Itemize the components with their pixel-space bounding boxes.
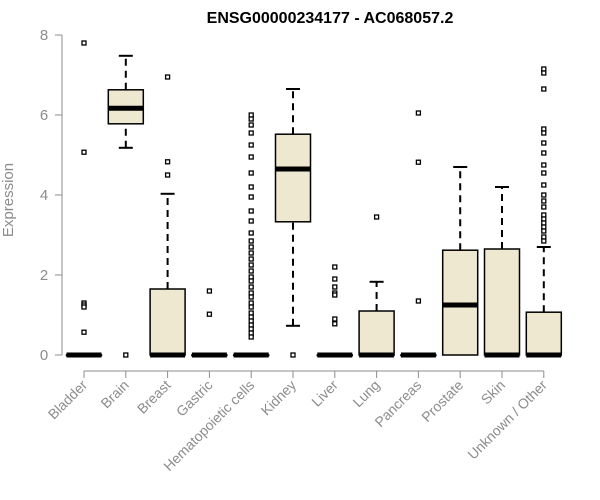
outlier-point [248, 262, 254, 268]
outlier-point [332, 316, 338, 322]
outlier-point [415, 159, 422, 165]
x-tick-label: Liver [308, 377, 341, 410]
outlier-point [248, 250, 254, 256]
outlier-point [541, 170, 547, 176]
outlier-point [373, 214, 380, 220]
outlier-point [206, 311, 213, 317]
outlier-point [541, 182, 547, 188]
outlier-point [248, 278, 254, 284]
outlier-point [415, 110, 422, 116]
x-tick-label: Skin [478, 377, 509, 408]
outlier-point [164, 74, 171, 80]
box-group [274, 88, 312, 358]
outlier-point [332, 284, 338, 290]
y-tick-label: 6 [40, 107, 48, 124]
y-axis: 0 2 4 6 8 [40, 27, 63, 364]
outlier-point [541, 150, 547, 156]
outlier-point [290, 352, 296, 358]
chart-title: ENSG00000234177 - AC068057.2 [207, 10, 454, 27]
y-tick-label: 4 [40, 187, 48, 204]
x-tick-label: Bladder [45, 377, 91, 423]
outlier-point [541, 238, 547, 244]
outlier-point [81, 304, 87, 310]
box-body [149, 288, 186, 356]
outlier-point [332, 292, 338, 298]
outlier-point [248, 256, 254, 262]
x-tick-label: Brain [97, 377, 131, 411]
x-tick-label: Kidney [258, 377, 300, 419]
box-body [483, 248, 521, 356]
outlier-point [248, 218, 254, 224]
outlier-point [123, 352, 129, 358]
outlier-point [248, 116, 254, 122]
outlier-point [81, 40, 87, 46]
box-group [107, 54, 145, 358]
outlier-point [248, 170, 254, 176]
outlier-point [206, 288, 213, 294]
box-group [400, 110, 437, 358]
box-group [232, 112, 270, 358]
box-body [274, 133, 312, 223]
outlier-point [415, 298, 422, 304]
box-group [483, 186, 521, 358]
outlier-point [332, 321, 338, 327]
x-tick-label: Breast [134, 377, 174, 417]
box-body [358, 310, 395, 356]
outlier-point [248, 230, 254, 236]
outlier-point [332, 264, 338, 270]
outlier-point [248, 294, 254, 300]
outlier-point [248, 154, 254, 160]
y-tick-label: 2 [40, 267, 48, 284]
outlier-point [248, 334, 254, 340]
y-axis-label: Expression [0, 163, 17, 237]
outlier-point [248, 122, 254, 128]
outlier-point [248, 194, 254, 200]
outlier-point [248, 268, 254, 274]
outlier-point [248, 208, 254, 214]
y-tick-label: 0 [40, 347, 48, 364]
outlier-point [81, 149, 87, 155]
x-tick-label: Prostate [418, 377, 466, 425]
outlier-point [541, 228, 547, 234]
outlier-point [541, 70, 547, 76]
outlier-point [541, 140, 547, 146]
outlier-point [248, 304, 254, 310]
box-group [525, 66, 563, 358]
outlier-point [541, 130, 547, 136]
outlier-point [248, 142, 254, 148]
boxes-layer [65, 40, 563, 358]
x-tick-label: Lung [349, 377, 382, 410]
outlier-point [164, 159, 171, 165]
outlier-point [541, 86, 547, 92]
box-group [316, 264, 354, 358]
outlier-point [248, 184, 254, 190]
box-group [358, 214, 395, 358]
box-body [525, 311, 563, 356]
outlier-point [248, 244, 254, 250]
outlier-point [541, 192, 547, 198]
outlier-point [164, 172, 171, 178]
box-group [65, 40, 103, 358]
outlier-point [81, 329, 87, 335]
y-tick-label: 8 [40, 27, 48, 44]
outlier-point [248, 284, 254, 290]
outlier-point [541, 162, 547, 168]
outlier-point [248, 130, 254, 136]
box-group [149, 74, 186, 358]
box-group [441, 166, 479, 356]
outlier-point [248, 238, 254, 244]
outlier-point [541, 204, 547, 210]
outlier-point [332, 276, 338, 282]
x-tick-label: Unknown / Other [464, 377, 550, 463]
outlier-point [541, 198, 547, 204]
box-group [191, 288, 228, 358]
